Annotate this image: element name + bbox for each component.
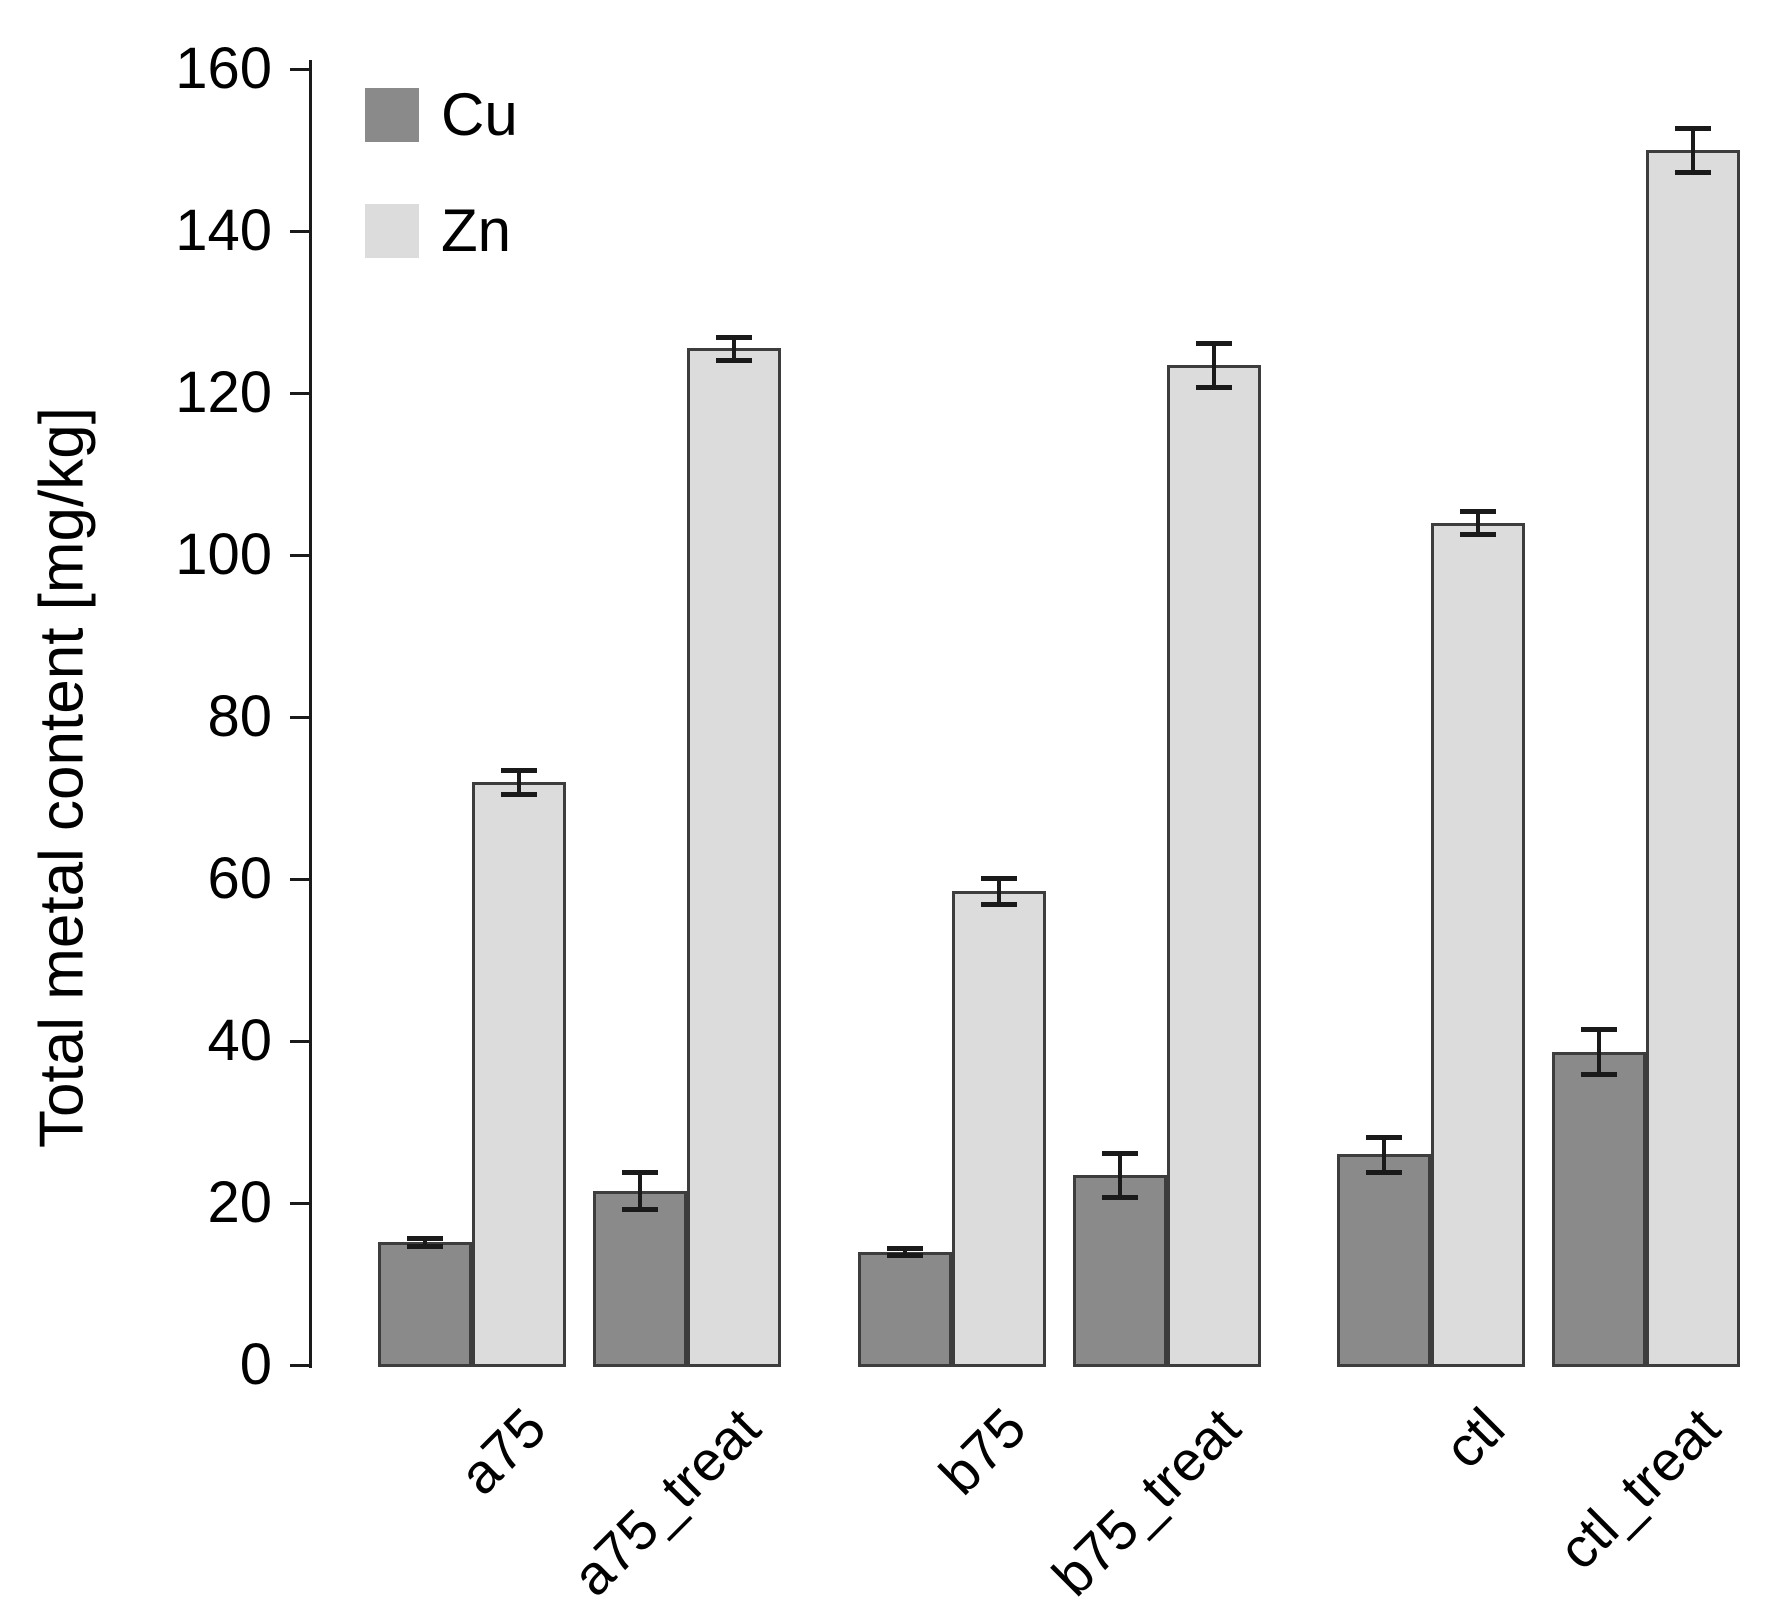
- x-tick-label-ctl: ctl: [1432, 1395, 1517, 1480]
- y-tick: [290, 392, 310, 395]
- error-bar-cap: [1366, 1134, 1402, 1140]
- y-tick: [290, 68, 310, 71]
- error-bar-cap: [501, 791, 537, 797]
- bar-a75_treat-cu: [593, 1190, 687, 1367]
- y-tick: [290, 716, 310, 719]
- bar-b75-zn: [952, 891, 1046, 1367]
- bar-a75-cu: [378, 1241, 472, 1367]
- x-tick-label-a75_treat: a75_treat: [560, 1395, 773, 1608]
- error-bar: [517, 769, 521, 794]
- error-bar: [1212, 342, 1216, 387]
- error-bar: [1476, 511, 1480, 534]
- bar-ctl_treat-cu: [1552, 1051, 1646, 1367]
- error-bar-cap: [981, 876, 1017, 882]
- bar-ctl-cu: [1337, 1154, 1431, 1367]
- y-tick: [290, 1202, 310, 1205]
- y-tick: [290, 554, 310, 557]
- error-bar-cap: [716, 357, 752, 363]
- error-bar-cap: [1675, 126, 1711, 132]
- error-bar: [1691, 128, 1695, 172]
- bar-b75_treat-cu: [1073, 1174, 1167, 1367]
- error-bar-cap: [887, 1246, 923, 1252]
- x-tick-label-ctl_treat: ctl_treat: [1545, 1395, 1732, 1582]
- y-tick: [290, 230, 310, 233]
- x-tick-label-a75: a75: [446, 1395, 558, 1507]
- y-tick-label: 80: [207, 684, 272, 749]
- error-bar-cap: [407, 1235, 443, 1241]
- error-bar-cap: [1460, 509, 1496, 515]
- error-bar-cap: [887, 1252, 923, 1258]
- error-bar: [1597, 1028, 1601, 1075]
- y-tick-label: 40: [207, 1008, 272, 1073]
- y-axis-title: Total metal content [mg/kg]: [27, 407, 97, 1148]
- error-bar-cap: [1460, 531, 1496, 537]
- error-bar: [732, 337, 736, 360]
- y-tick: [290, 1040, 310, 1043]
- error-bar-cap: [622, 1170, 658, 1176]
- legend-entry-zn: Zn: [365, 201, 518, 261]
- error-bar-cap: [1196, 340, 1232, 346]
- bar-a75-zn: [472, 781, 566, 1367]
- error-bar-cap: [716, 335, 752, 341]
- y-tick-label: 120: [175, 360, 272, 425]
- error-bar-cap: [1581, 1026, 1617, 1032]
- y-tick-label: 20: [207, 1170, 272, 1235]
- error-bar: [903, 1248, 907, 1255]
- y-tick-label: 100: [175, 522, 272, 587]
- error-bar-cap: [501, 767, 537, 773]
- x-tick-label-b75_treat: b75_treat: [1040, 1395, 1253, 1608]
- error-bar: [423, 1237, 427, 1246]
- error-bar-cap: [1102, 1150, 1138, 1156]
- bar-ctl_treat-zn: [1646, 150, 1740, 1367]
- error-bar: [1382, 1136, 1386, 1173]
- error-bar-cap: [981, 902, 1017, 908]
- y-tick-label: 0: [239, 1332, 272, 1397]
- legend-label-zn: Zn: [441, 197, 512, 264]
- error-bar-cap: [1102, 1194, 1138, 1200]
- y-tick-label: 140: [175, 198, 272, 263]
- error-bar-cap: [1581, 1072, 1617, 1078]
- error-bar-cap: [1675, 169, 1711, 175]
- legend-entry-cu: Cu: [365, 85, 518, 145]
- error-bar-cap: [622, 1207, 658, 1213]
- error-bar-cap: [1366, 1170, 1402, 1176]
- y-tick-label: 60: [207, 846, 272, 911]
- error-bar: [997, 878, 1001, 905]
- error-bar: [1118, 1152, 1122, 1197]
- y-tick-label: 160: [175, 36, 272, 101]
- legend-swatch-cu: [365, 88, 419, 142]
- bar-b75-cu: [858, 1251, 952, 1367]
- y-tick: [290, 1364, 310, 1367]
- error-bar: [638, 1172, 642, 1210]
- x-tick-label-b75: b75: [926, 1395, 1038, 1507]
- bar-a75_treat-zn: [687, 348, 781, 1367]
- legend: Cu Zn: [365, 85, 518, 317]
- bar-b75_treat-zn: [1167, 364, 1261, 1367]
- legend-swatch-zn: [365, 204, 419, 258]
- bar-ctl-zn: [1431, 522, 1525, 1367]
- error-bar-cap: [1196, 384, 1232, 390]
- error-bar-cap: [407, 1243, 443, 1249]
- y-tick: [290, 878, 310, 881]
- y-axis-line: [309, 60, 312, 1368]
- legend-label-cu: Cu: [441, 81, 518, 148]
